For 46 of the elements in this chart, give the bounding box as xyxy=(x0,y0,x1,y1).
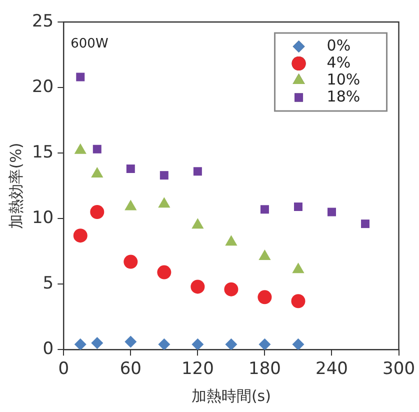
point xyxy=(74,338,86,350)
point xyxy=(91,167,104,178)
legend-label: 10% xyxy=(326,70,360,88)
legend-label: 0% xyxy=(326,36,351,54)
point xyxy=(291,294,306,308)
point xyxy=(157,265,172,280)
point xyxy=(361,220,370,228)
point xyxy=(91,337,104,350)
x-tick-label: 60 xyxy=(120,359,142,380)
x-tick-label: 240 xyxy=(316,359,348,380)
x-tick-label: 120 xyxy=(181,359,214,380)
legend-label: 4% xyxy=(326,53,351,72)
point xyxy=(260,205,269,214)
y-tick-label: 0 xyxy=(42,339,54,360)
point xyxy=(190,280,205,294)
x-tick-label: 0 xyxy=(58,359,70,380)
point xyxy=(124,336,137,348)
y-tick-label: 5 xyxy=(42,274,54,294)
x-tick-label: 180 xyxy=(248,359,281,380)
point xyxy=(294,202,302,212)
point xyxy=(92,144,102,154)
point xyxy=(76,72,85,82)
y-tick-label: 10 xyxy=(32,208,54,228)
point xyxy=(158,338,170,350)
point xyxy=(224,282,238,296)
point xyxy=(124,254,138,269)
y-tick-label: 15 xyxy=(32,142,54,162)
legend-label: 18% xyxy=(326,87,360,106)
point xyxy=(258,338,271,350)
y-tick-label: 25 xyxy=(32,11,54,32)
y-axis-title: 加熱効率(%) xyxy=(6,142,25,229)
point xyxy=(258,290,272,304)
y-tick-label: 20 xyxy=(32,76,54,97)
point xyxy=(328,208,336,216)
point xyxy=(192,338,204,350)
point xyxy=(225,338,238,350)
point xyxy=(258,250,271,260)
annotation: 600W xyxy=(70,36,108,52)
point xyxy=(193,167,202,176)
point xyxy=(73,228,88,243)
point xyxy=(90,205,104,220)
point xyxy=(292,338,304,350)
x-axis-title: 加熱時間(s) xyxy=(191,386,271,405)
point xyxy=(126,164,135,174)
point xyxy=(160,171,168,180)
x-tick-label: 300 xyxy=(382,359,416,380)
